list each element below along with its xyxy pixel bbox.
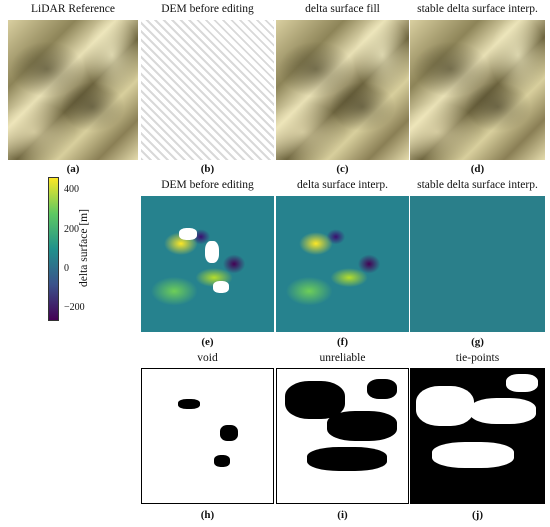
colorbar-label: delta surface [m] [77, 209, 90, 287]
title-j: tie-points [455, 352, 500, 364]
panel-dem-before-editing [141, 20, 274, 160]
panel-tie-points-mask [410, 368, 545, 504]
label-c: (c) [336, 163, 349, 175]
title-i: unreliable [319, 352, 366, 364]
label-j: (j) [472, 509, 483, 521]
colorbar-tick-400: 400 [64, 184, 79, 195]
colorbar [48, 177, 59, 321]
panel-unreliable-mask [276, 368, 409, 504]
colorbar-tick-minus200: −200 [64, 302, 85, 313]
label-i: (i) [337, 509, 348, 521]
label-b: (b) [200, 163, 215, 175]
title-f: delta surface interp. [297, 179, 388, 191]
panel-delta-dem-before-editing [141, 196, 274, 332]
panel-stable-delta-surface-interp-row2 [410, 196, 545, 332]
title-g: stable delta surface interp. [417, 179, 538, 191]
panel-void-mask [141, 368, 274, 504]
panel-stable-delta-surface-interp [410, 20, 545, 160]
title-b: DEM before editing [161, 3, 254, 15]
panel-delta-surface-interp [276, 196, 409, 332]
title-h: void [197, 352, 218, 364]
title-c: delta surface fill [305, 3, 380, 15]
colorbar-tick-0: 0 [64, 263, 69, 274]
title-a: LiDAR Reference [31, 3, 115, 15]
title-d: stable delta surface interp. [417, 3, 538, 15]
colorbar-tick-200: 200 [64, 224, 79, 235]
label-h: (h) [200, 509, 215, 521]
label-a: (a) [66, 163, 80, 175]
label-d: (d) [470, 163, 485, 175]
label-g: (g) [471, 336, 484, 348]
panel-delta-surface-fill [276, 20, 409, 160]
label-e: (e) [201, 336, 214, 348]
panel-lidar-reference [8, 20, 138, 160]
label-f: (f) [337, 336, 348, 348]
title-e: DEM before editing [161, 179, 254, 191]
